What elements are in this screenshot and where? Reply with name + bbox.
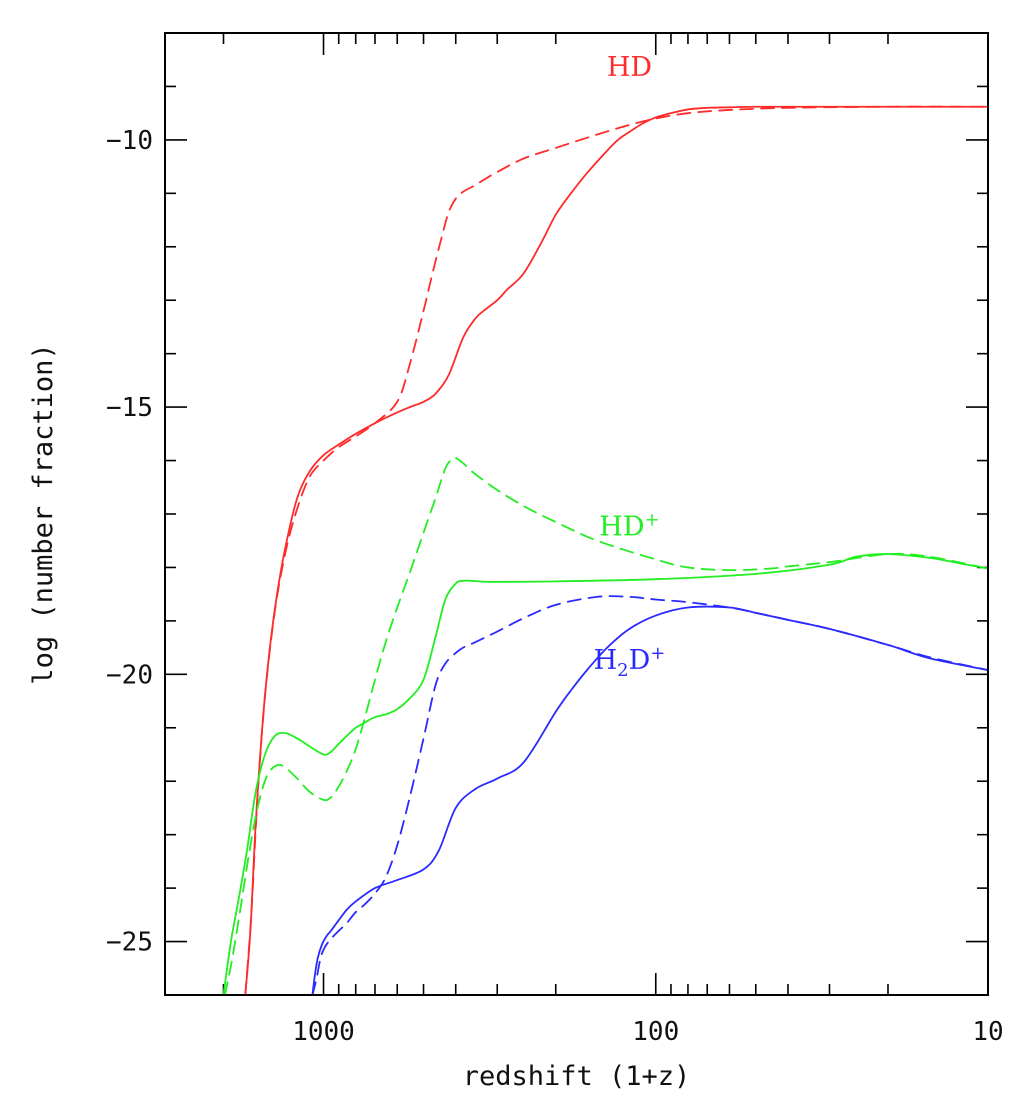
hd-dashed-curve xyxy=(244,105,988,995)
axis-ticks xyxy=(164,32,989,996)
y-tick-label: −25 xyxy=(106,928,153,958)
curve-label-base: HD xyxy=(599,511,644,542)
curve-label-superscript: + xyxy=(645,509,660,530)
hd-plus-label: HD+ xyxy=(599,509,659,542)
x-tick-label: 1000 xyxy=(292,1017,355,1047)
curve-label-superscript: + xyxy=(650,643,665,664)
curve-label-base: H xyxy=(594,645,618,676)
y-tick-label: −10 xyxy=(106,126,153,156)
h2d-plus-label: H2D+ xyxy=(594,643,666,681)
y-tick-label: −20 xyxy=(106,660,153,690)
curve-label-subscript: 2 xyxy=(617,660,628,681)
curve-label-base2: D xyxy=(629,645,651,676)
x-tick-label: 100 xyxy=(632,1017,679,1047)
tick-labels: 1000 100 10 −25 −20 −15 −10 xyxy=(106,126,1004,1047)
x-axis-title: redshift (1+z) xyxy=(463,1061,691,1092)
h2d-plus-dashed-curve xyxy=(311,595,988,995)
series-curves xyxy=(222,105,988,995)
hd-plus-solid-curve xyxy=(222,553,988,995)
hd-plus-dashed-curve xyxy=(224,456,988,995)
hd-solid-curve xyxy=(244,105,988,995)
curve-label-base: HD xyxy=(607,52,652,83)
y-axis-title: log (number fraction) xyxy=(28,343,59,684)
plot-frame xyxy=(164,32,989,996)
hd-label: HD xyxy=(607,52,652,83)
x-tick-label: 10 xyxy=(972,1017,1003,1047)
y-tick-label: −15 xyxy=(106,393,153,423)
